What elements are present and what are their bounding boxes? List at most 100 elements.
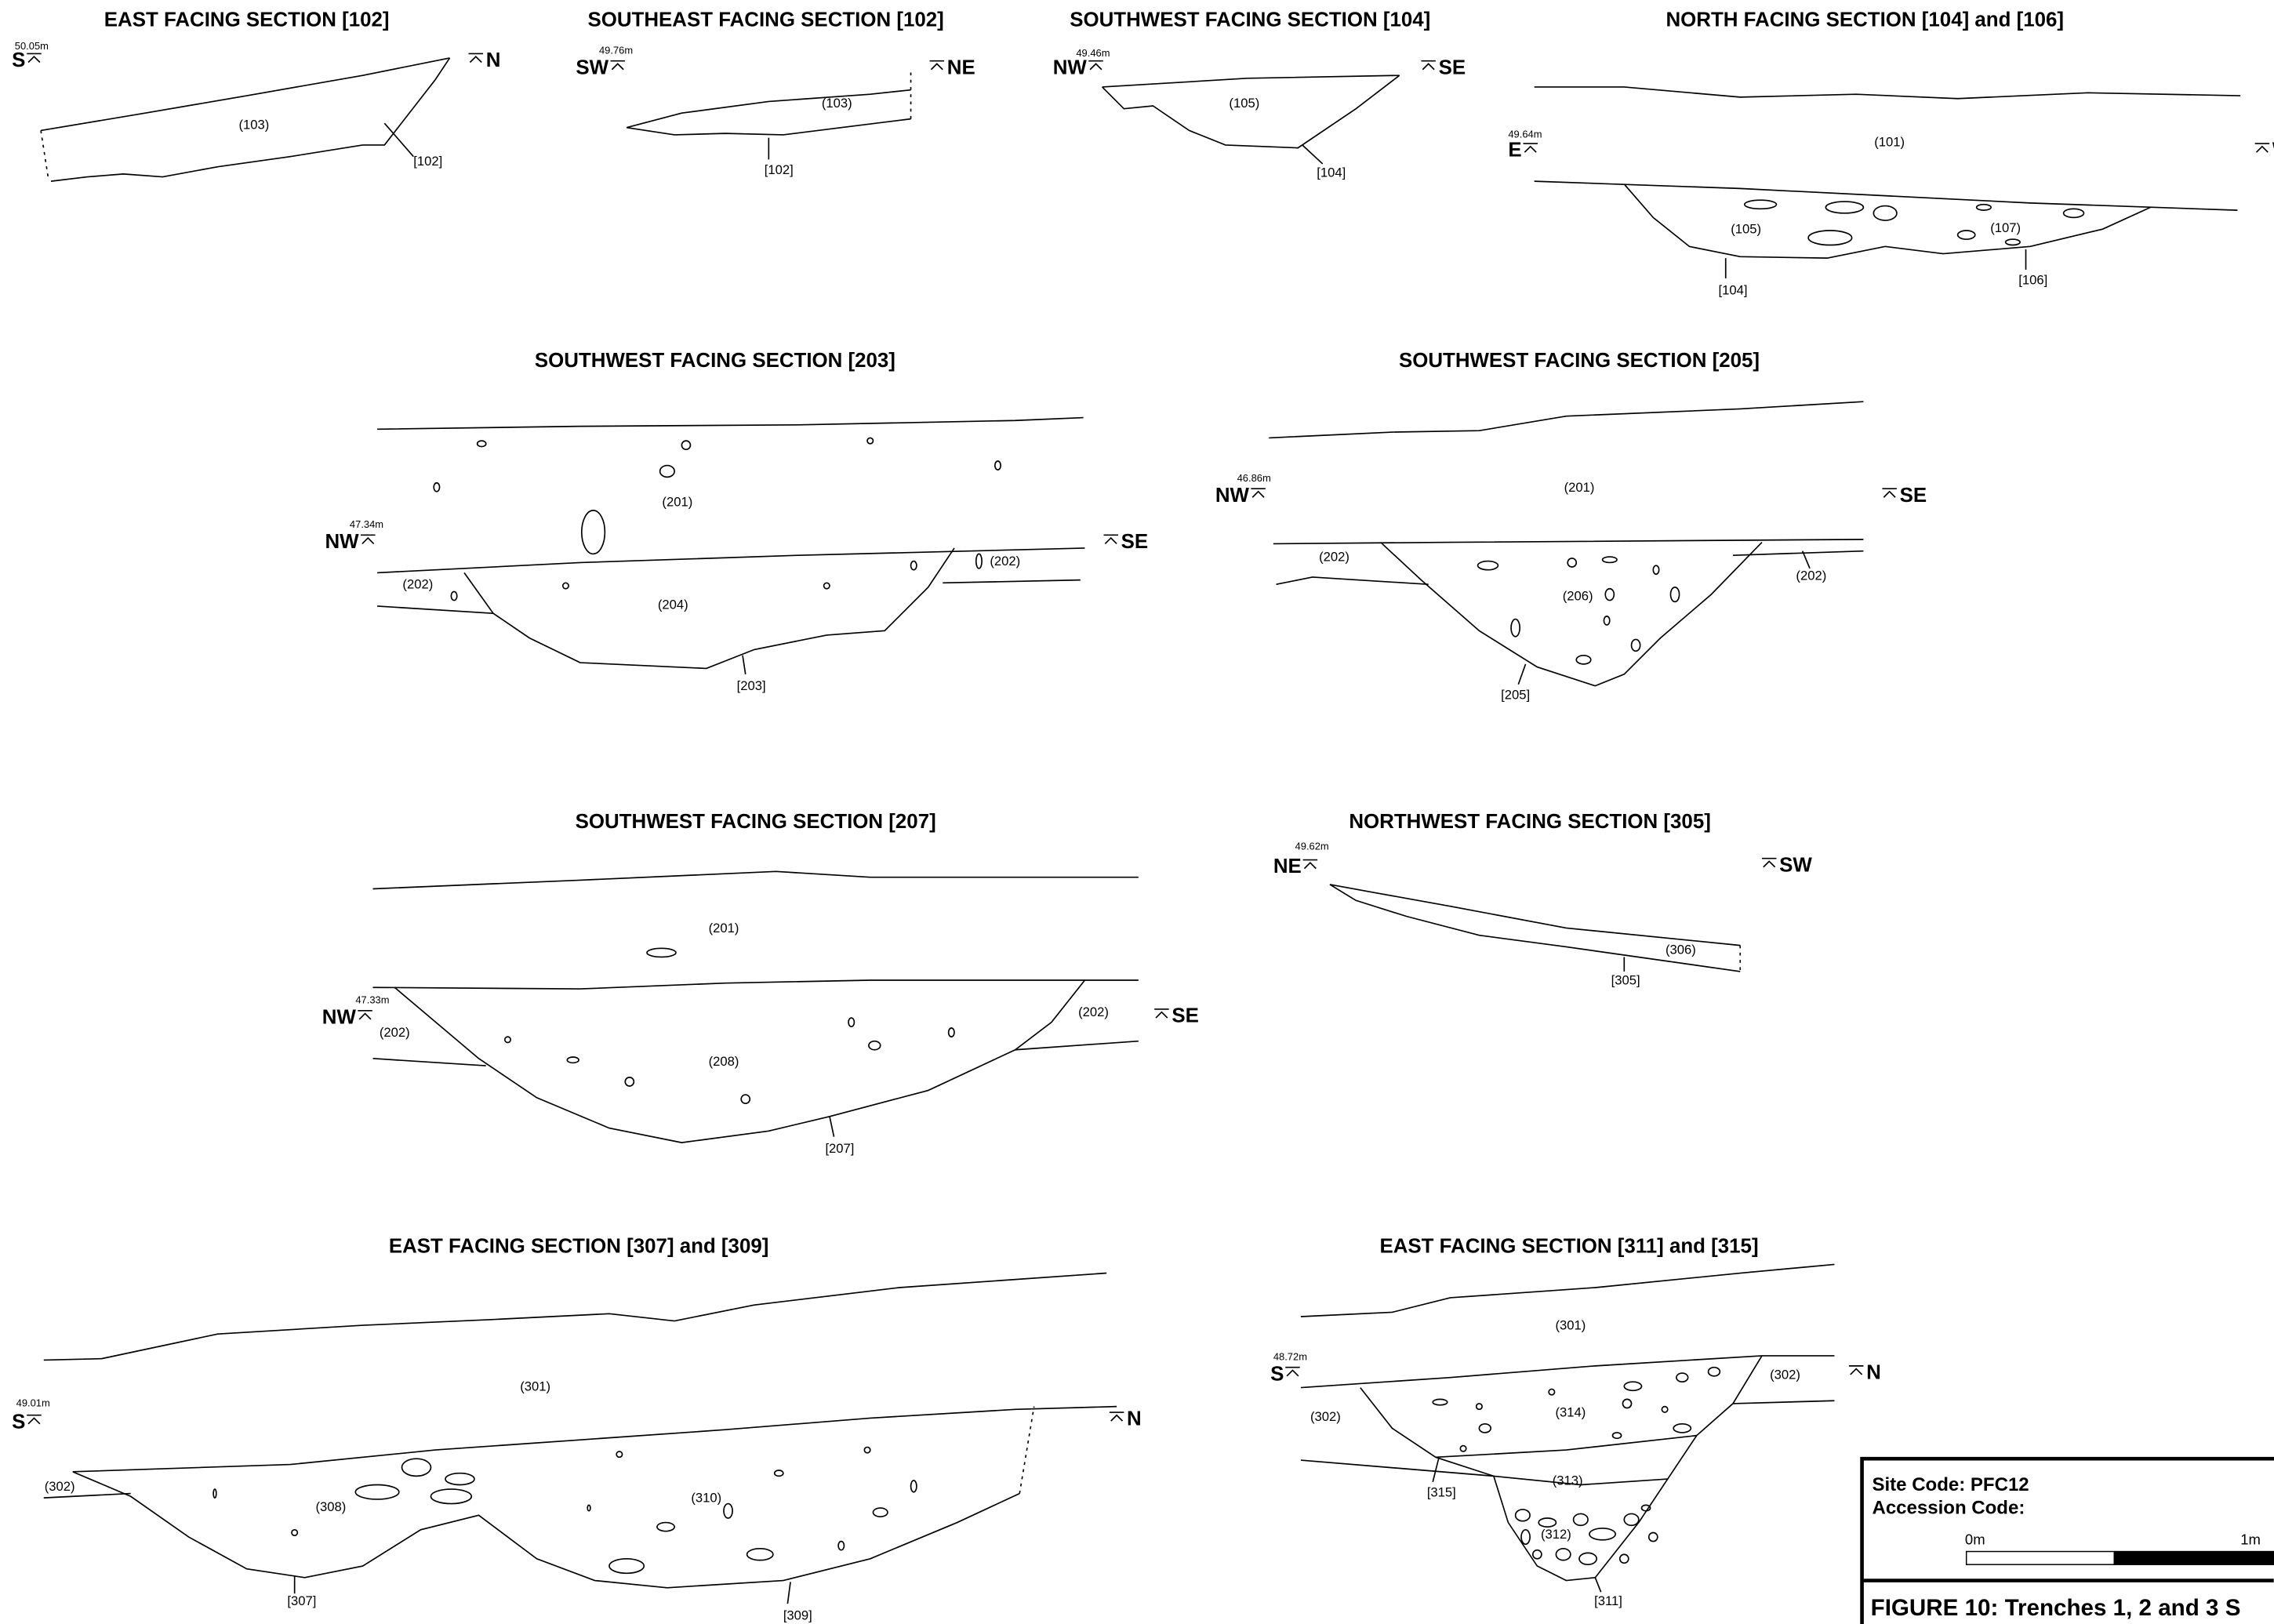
stone xyxy=(434,483,439,492)
section-line xyxy=(1015,1041,1139,1050)
context-label: (105) xyxy=(1731,222,1761,237)
datum-symbol xyxy=(469,53,483,62)
section-line xyxy=(943,580,1081,583)
elevation: 46.86m xyxy=(1237,472,1271,484)
stone xyxy=(949,1028,954,1037)
section-title: NORTHWEST FACING SECTION [305] xyxy=(1349,811,1710,833)
elevation: 49.76m xyxy=(599,44,633,56)
stone xyxy=(567,1057,579,1063)
stone xyxy=(1605,589,1614,601)
context-label: (202) xyxy=(990,554,1020,569)
stone xyxy=(1873,206,1897,220)
stone xyxy=(451,591,456,600)
section-line xyxy=(743,656,746,674)
datum-symbol xyxy=(1882,489,1896,497)
stone xyxy=(1622,1399,1631,1408)
datum-symbol xyxy=(1303,860,1317,869)
context-label: [205] xyxy=(1501,687,1530,702)
stone xyxy=(292,1530,297,1535)
context-label: [203] xyxy=(737,678,766,693)
section-line xyxy=(1269,401,1863,438)
stone xyxy=(1745,200,1777,209)
stone xyxy=(445,1473,474,1485)
section-line xyxy=(1535,87,2241,99)
section-line xyxy=(1330,885,1740,946)
direction-right: N xyxy=(1866,1362,1881,1384)
stone xyxy=(911,1480,917,1492)
context-label: [104] xyxy=(1317,165,1346,180)
stone xyxy=(1613,1433,1622,1438)
section-line xyxy=(1019,1407,1033,1494)
stone xyxy=(1460,1446,1466,1451)
direction-right: SW xyxy=(1779,854,1812,876)
section-line xyxy=(627,90,910,128)
stone xyxy=(1653,565,1658,574)
context-label: (310) xyxy=(691,1491,721,1506)
stone xyxy=(838,1542,844,1550)
section-line xyxy=(1302,145,1323,164)
stone xyxy=(402,1459,431,1476)
datum-symbol xyxy=(930,61,944,70)
section-line xyxy=(1733,1401,1834,1404)
direction-left: NW xyxy=(1215,485,1250,507)
context-label: (202) xyxy=(1796,569,1826,583)
scale-bar-black xyxy=(2114,1552,2273,1565)
section-line xyxy=(44,1273,1106,1361)
stone xyxy=(995,461,1001,470)
context-label: [207] xyxy=(825,1141,854,1156)
context-label: (202) xyxy=(380,1025,410,1040)
stone xyxy=(1808,231,1851,245)
stone xyxy=(1516,1510,1530,1521)
stone xyxy=(1632,639,1640,651)
stone xyxy=(1576,656,1590,664)
context-label: (306) xyxy=(1666,943,1696,957)
stone xyxy=(741,1095,750,1103)
direction-left: S xyxy=(1270,1363,1284,1385)
datum-symbol xyxy=(361,535,375,543)
scale-end: 1m xyxy=(2240,1531,2261,1547)
context-label: (201) xyxy=(1564,480,1595,495)
section-line xyxy=(1433,1459,1438,1482)
section-line xyxy=(1277,577,1429,584)
context-label: (202) xyxy=(1078,1005,1109,1019)
direction-left: NW xyxy=(325,531,360,553)
section-line xyxy=(1595,1578,1600,1592)
context-label: (101) xyxy=(1874,135,1905,150)
section-line xyxy=(787,1582,790,1604)
stone xyxy=(1620,1554,1629,1563)
context-label: (202) xyxy=(402,577,433,592)
context-label: (201) xyxy=(709,921,739,936)
stone xyxy=(976,554,982,568)
stone xyxy=(911,561,917,570)
stone xyxy=(1670,587,1679,601)
stone xyxy=(505,1037,510,1042)
context-label: (312) xyxy=(1541,1527,1571,1542)
stone xyxy=(864,1447,870,1452)
section-line xyxy=(377,606,493,613)
stone xyxy=(1676,1373,1688,1382)
direction-right: N xyxy=(486,49,501,71)
datum-symbol xyxy=(1088,61,1102,70)
context-label: (313) xyxy=(1553,1473,1583,1488)
stone xyxy=(1567,558,1576,567)
section-title: EAST FACING SECTION [311] and [315] xyxy=(1379,1236,1758,1258)
context-label: (107) xyxy=(1990,220,2021,235)
context-label: (301) xyxy=(1555,1318,1586,1333)
elevation: 49.62m xyxy=(1295,841,1329,852)
context-label: [104] xyxy=(1718,282,1747,297)
section-line xyxy=(373,1059,486,1066)
section-line xyxy=(627,119,910,135)
stone xyxy=(1958,231,1975,239)
section-line xyxy=(1436,1436,1697,1458)
direction-right: SE xyxy=(1439,56,1466,78)
stone xyxy=(1479,1424,1491,1433)
context-label: (201) xyxy=(662,494,692,509)
stone xyxy=(1521,1530,1530,1544)
section-line xyxy=(44,1494,131,1499)
stone xyxy=(1662,1407,1667,1412)
section-line xyxy=(73,1407,1117,1472)
stone xyxy=(724,1504,732,1518)
section-drawings: Site Code: PFC12 Accession Code: 0m 1m F… xyxy=(0,0,2274,1624)
scale-bar-white xyxy=(1967,1552,2115,1565)
context-label: [102] xyxy=(765,162,794,177)
